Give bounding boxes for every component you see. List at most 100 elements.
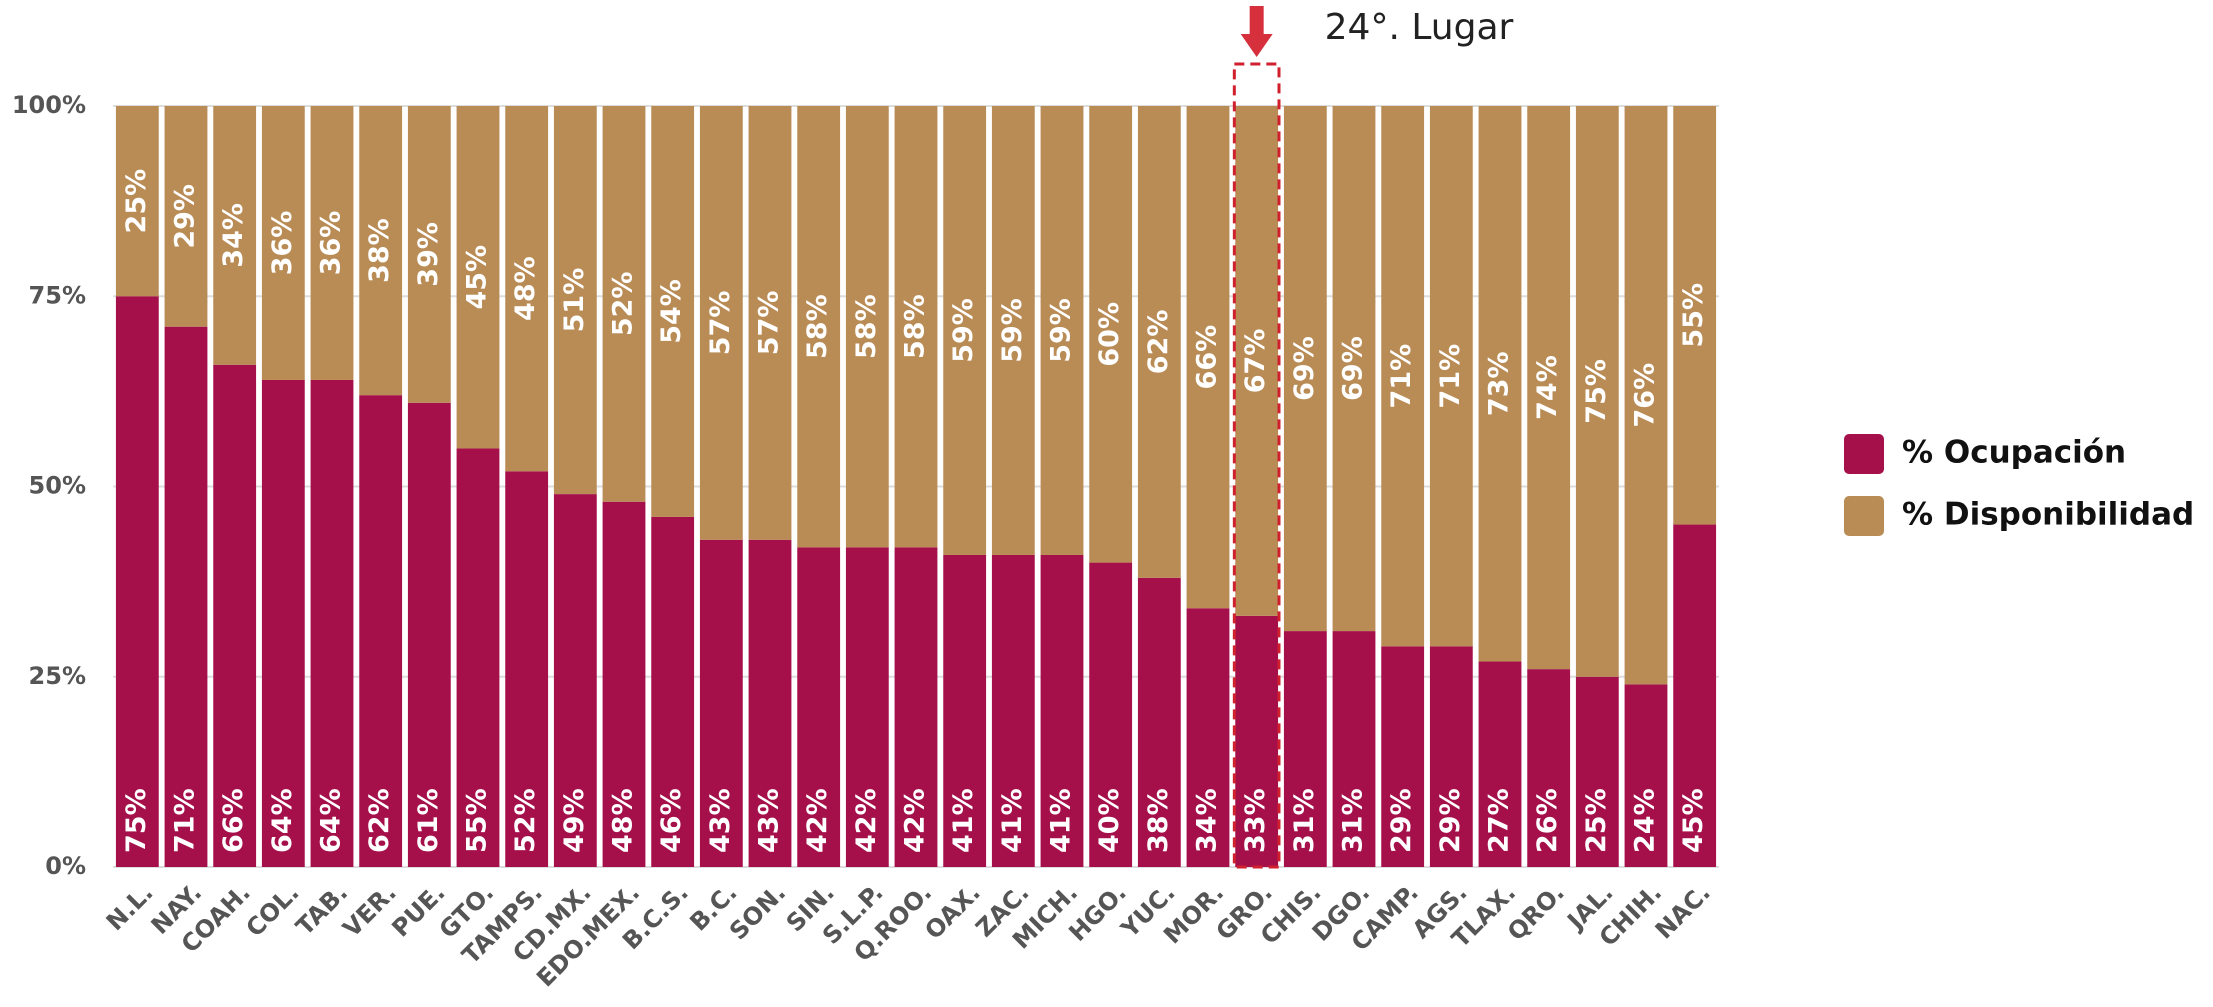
bar-segment (1137, 577, 1181, 867)
bar-segment (1283, 631, 1327, 867)
bar-segment (359, 106, 403, 396)
x-tick-label: SON. (724, 878, 791, 945)
bar-segment (553, 494, 597, 867)
bar-segment (797, 547, 841, 867)
bar-segment (1381, 646, 1425, 867)
value-label: 45% (462, 245, 493, 310)
value-label: 58% (851, 294, 882, 359)
bar-segment (845, 106, 889, 548)
value-label: 42% (900, 788, 931, 853)
value-label: 25% (121, 169, 152, 234)
bar-segment (602, 501, 646, 867)
y-tick-label: 100% (12, 91, 86, 119)
bar-segment (1429, 106, 1473, 647)
value-label: 57% (705, 291, 736, 356)
value-label: 71% (1435, 344, 1466, 409)
value-label: 31% (1289, 788, 1320, 853)
bar-segment (991, 106, 1035, 555)
value-label: 71% (170, 788, 201, 853)
legend-swatch (1844, 434, 1884, 474)
value-label: 46% (656, 788, 687, 853)
y-tick-label: 50% (29, 472, 86, 500)
bar-segment (505, 471, 549, 867)
value-label: 57% (754, 291, 785, 356)
value-label: 54% (656, 279, 687, 344)
bar-segment (699, 539, 743, 867)
value-label: 73% (1484, 351, 1515, 416)
bar-segment (164, 326, 208, 867)
bar-segment (1673, 524, 1717, 867)
value-label: 29% (1435, 788, 1466, 853)
value-label: 43% (705, 788, 736, 853)
bar-segment (1186, 608, 1230, 867)
value-label: 52% (608, 272, 639, 337)
bar-segment (943, 106, 987, 555)
bar-segment (1040, 554, 1084, 867)
value-label: 52% (510, 788, 541, 853)
value-label: 36% (316, 211, 347, 276)
bar-segment (991, 554, 1035, 867)
bar-segment (359, 395, 403, 867)
legend-label: % Disponibilidad (1902, 497, 2194, 533)
value-label: 38% (364, 218, 395, 283)
bar-segment (261, 106, 305, 380)
bar-segment (164, 106, 208, 327)
value-label: 36% (267, 211, 298, 276)
value-label: 25% (1581, 788, 1612, 853)
value-label: 58% (900, 294, 931, 359)
bar-segment (310, 106, 354, 380)
bar-segment (943, 554, 987, 867)
arrow-shaft (1249, 6, 1264, 36)
y-tick-label: 75% (29, 281, 86, 309)
bar-segment (1429, 646, 1473, 867)
bar-segment (748, 106, 792, 540)
bar-segment (1624, 106, 1668, 685)
value-label: 40% (1094, 788, 1125, 853)
value-label: 43% (754, 788, 785, 853)
bar-segment (505, 106, 549, 472)
bar-segment (1137, 106, 1181, 578)
x-tick-label: COL. (241, 878, 305, 942)
x-tick-label: NAC. (1650, 878, 1716, 944)
value-label: 59% (1046, 298, 1077, 363)
value-label: 31% (1338, 788, 1369, 853)
bar-segment (845, 547, 889, 867)
value-label: 38% (1143, 788, 1174, 853)
value-label: 58% (802, 294, 833, 359)
bar-segment (1235, 615, 1279, 867)
y-tick-label: 0% (45, 852, 86, 880)
x-tick-label: QRO. (1502, 878, 1570, 946)
bar-segment (456, 106, 500, 449)
bar-segment (213, 364, 257, 867)
x-tick-label: VER. (338, 878, 402, 942)
value-label: 66% (218, 788, 249, 853)
value-label: 60% (1094, 302, 1125, 367)
value-label: 41% (997, 788, 1028, 853)
value-label: 41% (948, 788, 979, 853)
value-label: 26% (1532, 788, 1563, 853)
bar-segment (1527, 669, 1571, 867)
value-label: 39% (413, 222, 444, 287)
bar-segment (1478, 661, 1522, 867)
x-tick-label: PUE. (386, 878, 450, 942)
value-label: 33% (1240, 788, 1271, 853)
value-label: 75% (1581, 359, 1612, 424)
value-label: 24% (1630, 788, 1661, 853)
value-label: 55% (1678, 283, 1709, 348)
bar-segment (1575, 106, 1619, 677)
value-label: 61% (413, 788, 444, 853)
bar-segment (1332, 106, 1376, 632)
bar-segment (1478, 106, 1522, 662)
value-label: 75% (121, 788, 152, 853)
value-label: 64% (316, 788, 347, 853)
value-label: 27% (1484, 788, 1515, 853)
bar-segment (407, 402, 451, 867)
x-tick-label: TAB. (291, 878, 354, 941)
bar-segment (1575, 676, 1619, 867)
bar-segment (553, 106, 597, 495)
x-tick-label: HGO. (1063, 878, 1131, 946)
value-label: 29% (170, 184, 201, 249)
value-label: 59% (948, 298, 979, 363)
bar-segment (115, 106, 159, 297)
bar-segment (1186, 106, 1230, 609)
